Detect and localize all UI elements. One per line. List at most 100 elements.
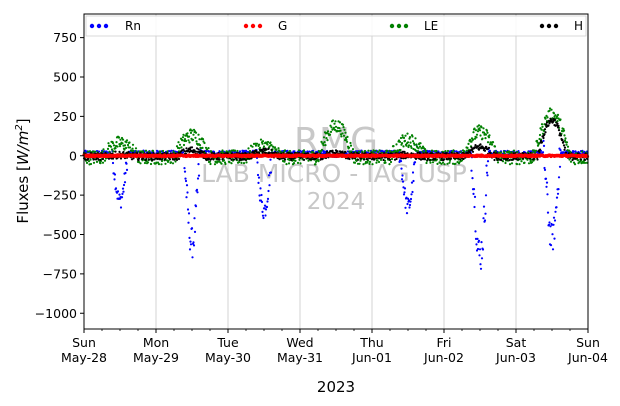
point-LE (379, 158, 383, 161)
point-LE (131, 147, 134, 150)
point-Rn (401, 180, 405, 183)
point-LE (527, 162, 531, 165)
point-LE (341, 123, 345, 126)
point-LE (184, 139, 188, 143)
y-tick-label: 500 (53, 70, 77, 85)
point-LE (118, 145, 122, 148)
point-H (492, 151, 496, 154)
point-Rn (123, 181, 127, 184)
point-LE (126, 143, 130, 147)
point-LE (416, 150, 420, 153)
point-LE (209, 162, 212, 166)
point-LE (473, 137, 477, 140)
point-Rn (488, 149, 492, 152)
point-H (536, 158, 539, 161)
point-Rn (262, 216, 265, 220)
y-tick-label: 250 (53, 109, 77, 124)
point-LE (322, 136, 326, 139)
point-Rn (478, 254, 481, 257)
point-Rn (190, 227, 194, 230)
point-LE (544, 117, 547, 120)
point-Rn (122, 183, 126, 187)
point-H (336, 150, 339, 153)
point-Rn (409, 200, 412, 203)
point-LE (568, 158, 571, 161)
point-Rn (484, 212, 487, 215)
point-LE (460, 159, 464, 162)
point-Rn (481, 248, 485, 251)
point-LE (374, 149, 377, 152)
legend-marker (396, 23, 402, 29)
point-LE (208, 160, 212, 163)
point-LE (248, 150, 252, 153)
legend-label: G (278, 19, 287, 33)
point-LE (402, 145, 405, 148)
point-Rn (197, 163, 200, 166)
point-LE (395, 143, 398, 146)
point-H (127, 151, 130, 154)
point-LE (85, 161, 89, 164)
point-LE (565, 141, 569, 144)
point-LE (326, 139, 329, 142)
point-LE (520, 160, 523, 163)
point-Rn (482, 205, 486, 208)
point-LE (399, 136, 403, 140)
point-LE (384, 161, 387, 164)
point-LE (559, 118, 562, 121)
point-H (160, 158, 164, 161)
point-LE (195, 140, 198, 143)
point-LE (486, 131, 489, 134)
point-H (564, 151, 568, 154)
point-LE (160, 159, 164, 163)
point-LE (357, 150, 361, 153)
point-LE (164, 162, 167, 165)
point-LE (410, 146, 413, 149)
point-H (428, 158, 432, 161)
point-LE (349, 144, 353, 147)
point-LE (499, 151, 503, 154)
point-Rn (486, 174, 489, 177)
point-LE (342, 126, 345, 129)
point-H (232, 158, 236, 161)
point-LE (491, 141, 495, 144)
point-LE (424, 149, 428, 152)
point-Rn (553, 219, 557, 222)
point-LE (177, 141, 180, 144)
point-H (97, 158, 100, 161)
point-H (579, 158, 583, 161)
point-Rn (555, 206, 558, 209)
point-H (373, 158, 376, 161)
point-LE (283, 149, 287, 152)
point-H (210, 157, 213, 160)
point-LE (407, 145, 410, 149)
point-Rn (471, 177, 474, 180)
point-LE (475, 136, 478, 139)
point-H (426, 159, 429, 162)
point-LE (488, 143, 492, 146)
point-LE (371, 163, 374, 166)
x-tick-label-day: Sun (72, 335, 96, 350)
point-LE (345, 140, 349, 143)
point-LE (237, 161, 241, 164)
point-Rn (193, 217, 196, 220)
point-LE (535, 139, 539, 142)
point-LE (322, 144, 325, 147)
point-LE (550, 108, 553, 111)
point-LE (331, 119, 335, 122)
point-H (493, 158, 496, 162)
point-LE (477, 124, 481, 127)
point-H (414, 157, 418, 160)
point-LE (402, 136, 406, 139)
x-axis-title: 2023 (317, 378, 355, 396)
point-Rn (410, 181, 414, 184)
point-Rn (556, 192, 560, 195)
point-Rn (549, 225, 552, 228)
point-LE (333, 122, 336, 125)
point-Rn (184, 179, 188, 183)
point-LE (181, 139, 184, 142)
point-LE (338, 121, 342, 124)
data-points (82, 107, 590, 270)
point-H (182, 148, 185, 151)
point-LE (192, 133, 195, 136)
point-LE (220, 162, 223, 165)
